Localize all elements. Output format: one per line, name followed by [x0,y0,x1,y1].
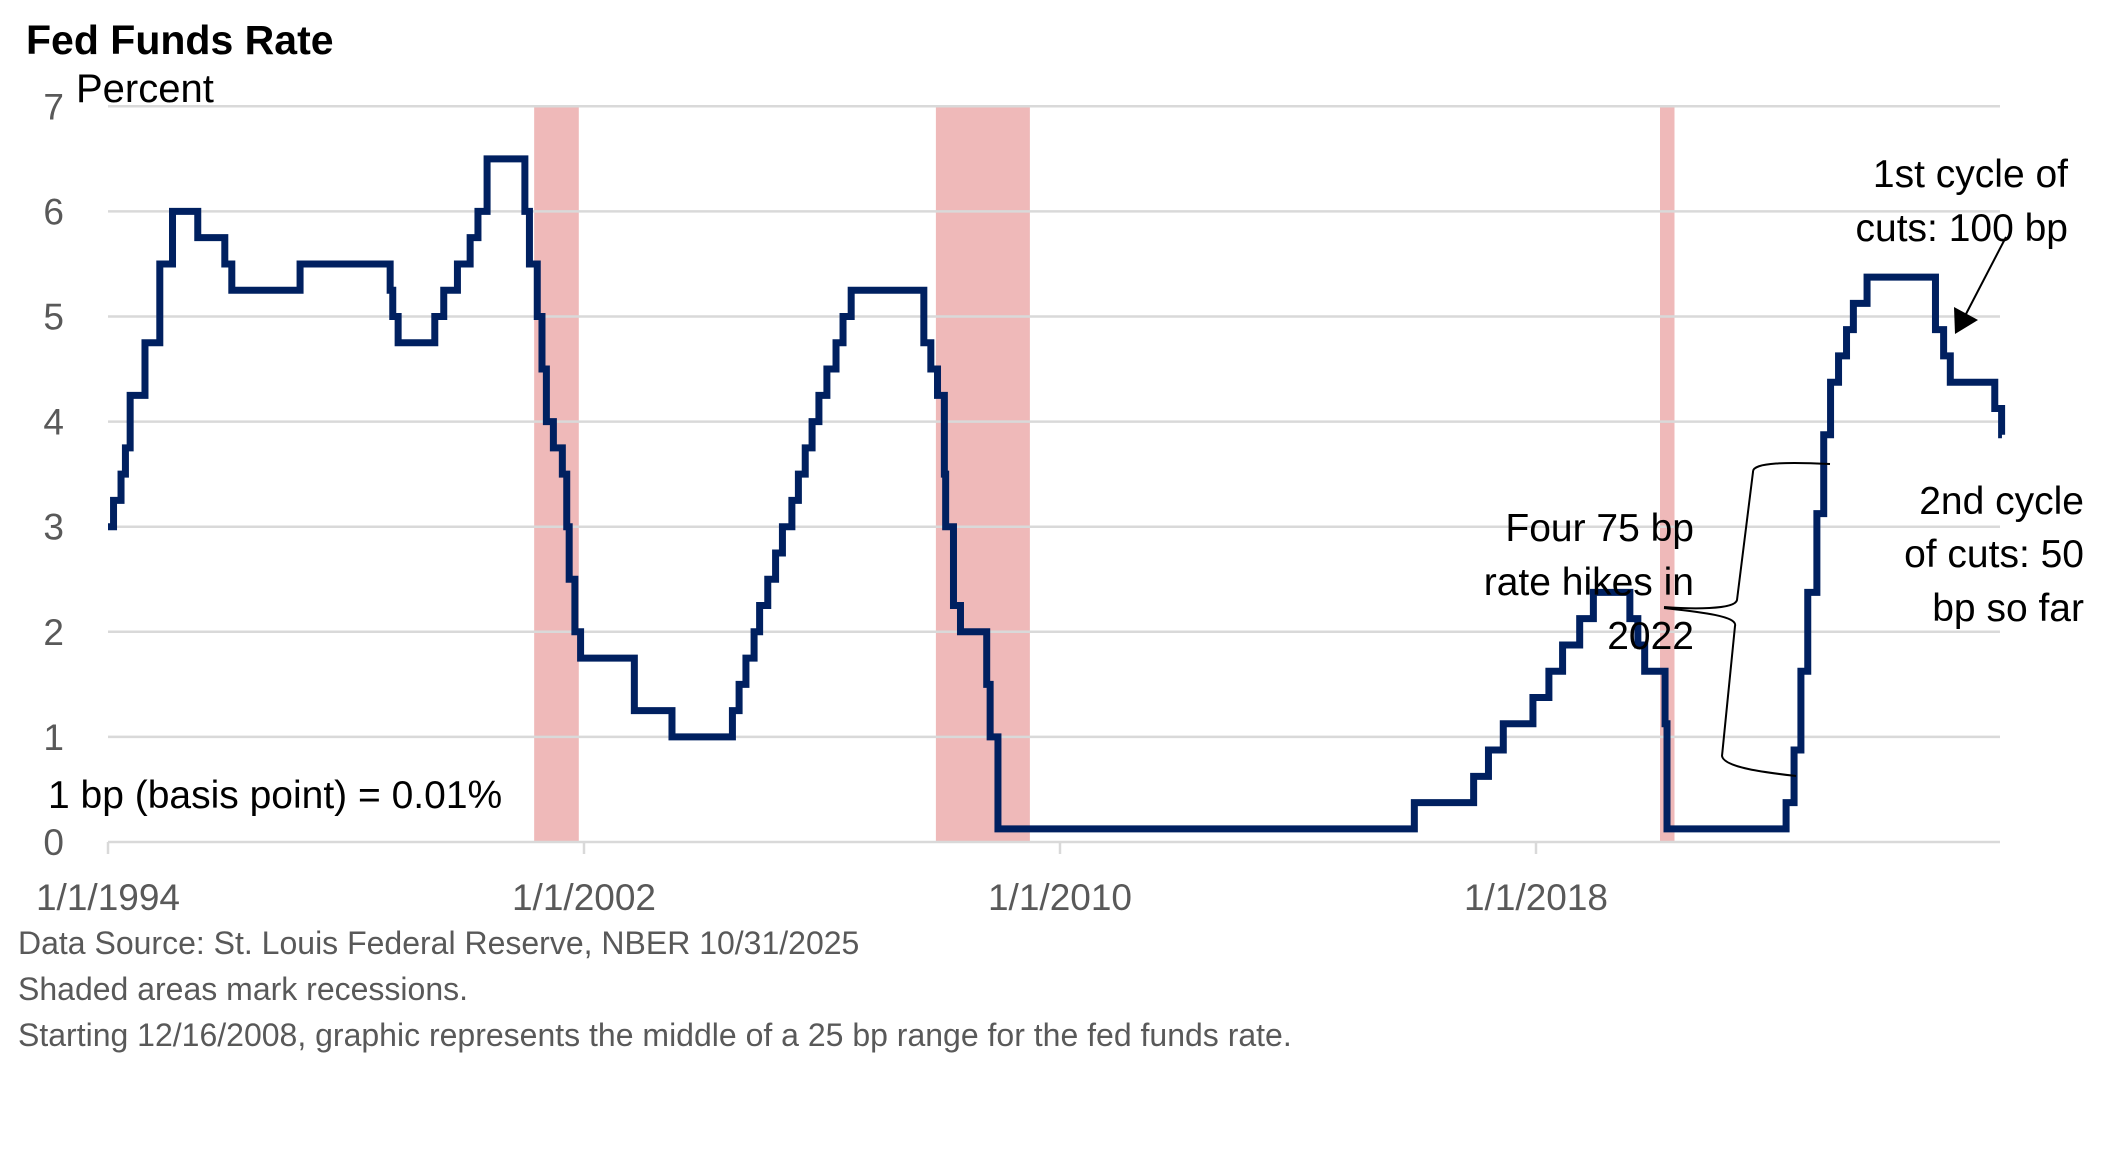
svg-text:2022: 2022 [1607,615,1694,658]
recession-bands [534,106,1675,843]
y-axis-label: Percent [76,67,214,111]
y-tick-label: 2 [43,612,64,653]
svg-text:1st cycle of: 1st cycle of [1873,153,2068,196]
arrowhead-icon [1954,307,1978,334]
hikes-bracket-upper [1663,461,1831,610]
svg-text:bp so far: bp so far [1932,587,2084,630]
chart-title: Fed Funds Rate [26,17,334,63]
footer-source: Data Source: St. Louis Federal Reserve, … [18,925,859,961]
y-tick-label: 0 [43,822,64,863]
recession-band [534,106,579,843]
footer-recessions: Shaded areas mark recessions. [18,971,468,1007]
svg-text:of cuts: 50: of cuts: 50 [1904,533,2084,576]
svg-text:rate hikes in: rate hikes in [1484,561,1694,604]
basis-point-note: 1 bp (basis point) = 0.01% [48,774,502,817]
footer-notes: Data Source: St. Louis Federal Reserve, … [18,925,1292,1053]
recession-band [1660,106,1675,843]
y-tick-labels: 0 1 2 3 4 5 6 7 [43,86,64,863]
x-tick-label: 1/1/2002 [512,877,656,918]
y-tick-label: 1 [43,717,64,758]
hikes-bracket-lower [1663,607,1797,777]
svg-text:Four 75 bp: Four 75 bp [1505,507,1694,550]
recession-band [935,106,1030,843]
first-cuts-annotation: 1st cycle of cuts: 100 bp [1856,153,2069,250]
y-tick-label: 5 [43,297,64,338]
y-tick-label: 3 [43,507,64,548]
y-tick-label: 4 [43,402,64,443]
x-tick-label: 1/1/2018 [1464,877,1608,918]
svg-text:2nd cycle: 2nd cycle [1919,480,2084,523]
y-tick-label: 7 [43,86,64,127]
x-tick-label: 1/1/2010 [988,877,1132,918]
gridlines [106,105,2000,854]
y-tick-label: 6 [43,191,64,232]
svg-text:cuts: 100 bp: cuts: 100 bp [1856,207,2068,250]
x-tick-label: 1/1/1994 [36,877,180,918]
second-cuts-annotation: 2nd cycle of cuts: 50 bp so far [1904,480,2084,630]
footer-range-note: Starting 12/16/2008, graphic represents … [18,1017,1292,1053]
first-cuts-arrow-line [1965,236,2007,315]
hikes-annotation: Four 75 bp rate hikes in 2022 [1484,507,1694,658]
x-tick-labels: 1/1/1994 1/1/2002 1/1/2010 1/1/2018 [36,877,1608,918]
fed-funds-rate-line [108,155,2006,833]
